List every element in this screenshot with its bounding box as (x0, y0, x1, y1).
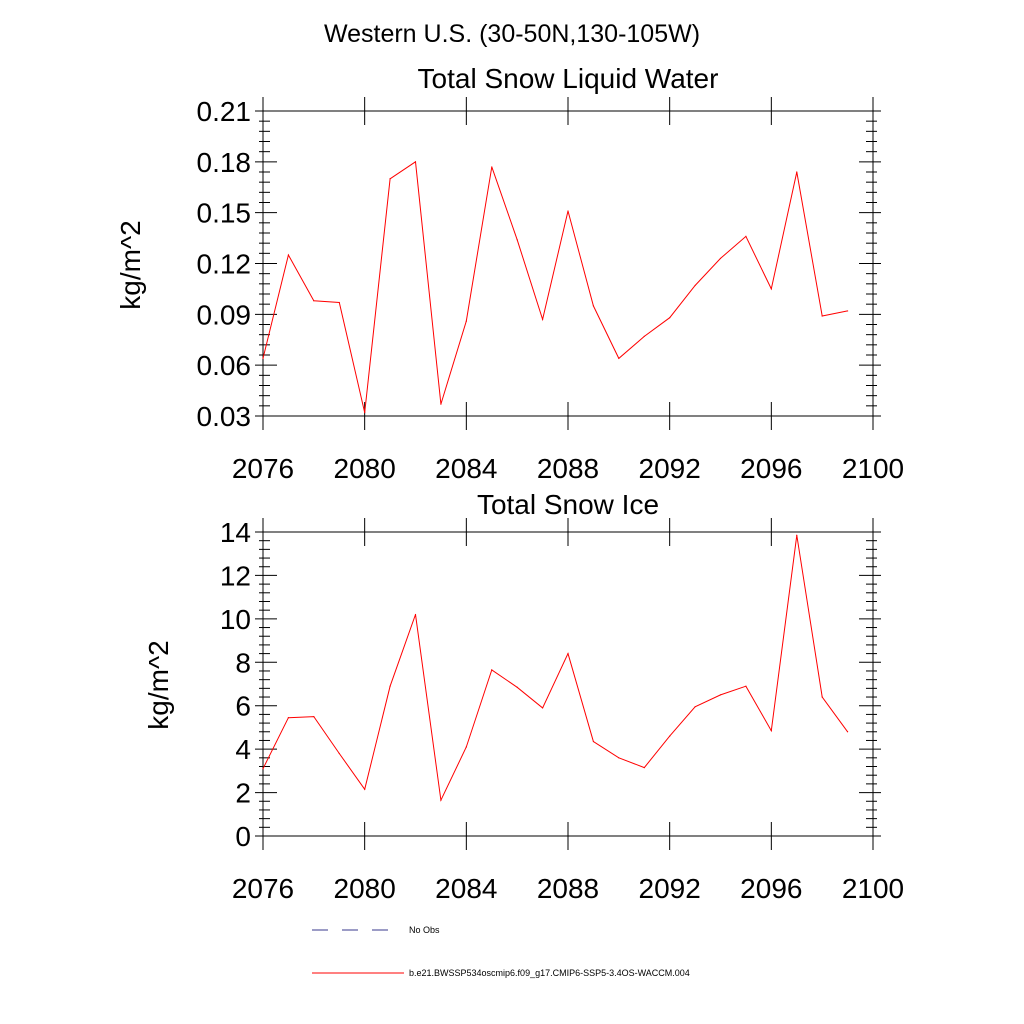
data-point (821, 315, 823, 317)
data-point (567, 653, 569, 655)
chart-title: Total Snow Ice (477, 489, 659, 520)
chart-title: Total Snow Liquid Water (418, 63, 719, 94)
data-point (287, 717, 290, 719)
y-tick-label: 12 (220, 560, 251, 591)
data-point (592, 740, 595, 743)
data-point (313, 300, 315, 302)
data-point (287, 254, 290, 256)
x-tick-label: 2096 (740, 873, 802, 904)
y-tick-label: 0.15 (197, 198, 252, 229)
data-point (796, 534, 798, 536)
y-tick-label: 2 (235, 778, 251, 809)
y-tick-label: 10 (220, 604, 251, 635)
data-point (669, 735, 671, 737)
data-point (389, 178, 391, 180)
chart-panel-snow-liquid-water: Total Snow Liquid Water kg/m^2 2076 2080 208… (115, 63, 904, 484)
data-point (669, 317, 671, 319)
data-point (567, 210, 569, 212)
x-tick-label: 2080 (334, 453, 396, 484)
data-point (491, 166, 493, 168)
y-tick-label: 14 (220, 517, 251, 548)
x-tick-label: 2088 (537, 873, 599, 904)
data-point (440, 799, 442, 801)
legend-model-label: b.e21.BWSSP534oscmip6.f09_g17.CMIP6-SSP5… (409, 968, 690, 978)
data-point (694, 706, 696, 708)
data-point (719, 694, 722, 696)
data-point (770, 730, 772, 732)
data-point (338, 301, 340, 304)
y-tick-label: 6 (235, 691, 251, 722)
data-point (338, 752, 340, 755)
data-point (643, 767, 645, 769)
series-line (262, 160, 848, 413)
data-point (694, 284, 696, 287)
legend-no-obs-label: No Obs (409, 925, 440, 935)
data-point (414, 161, 417, 163)
data-point (313, 715, 315, 718)
data-point (719, 257, 722, 260)
y-tick-label: 0.09 (197, 299, 252, 330)
y-tick-label: 8 (235, 647, 251, 678)
data-point (745, 235, 747, 237)
data-point (796, 171, 798, 173)
x-tick-label: 2076 (232, 453, 294, 484)
data-point (262, 357, 264, 359)
data-point (618, 357, 620, 359)
data-point (541, 318, 544, 321)
data-point (745, 685, 747, 687)
data-point (821, 696, 823, 698)
x-tick-label: 2100 (842, 873, 904, 904)
data-point (643, 335, 645, 337)
data-point (465, 320, 467, 322)
data-point (592, 305, 595, 307)
data-point (516, 239, 518, 241)
data-point (770, 288, 772, 290)
data-point (364, 788, 366, 790)
y-tick-label: 0.12 (197, 249, 252, 280)
y-tick-label: 0.21 (197, 96, 252, 127)
series-line (262, 535, 849, 802)
x-tick-label: 2080 (334, 873, 396, 904)
data-point (541, 707, 544, 709)
data-point (414, 613, 417, 616)
data-point (262, 768, 264, 770)
y-tick-label: 4 (235, 734, 251, 765)
legend: No Obs b.e21.BWSSP534oscmip6.f09_g17.CMI… (312, 925, 690, 978)
plot-frame (262, 531, 874, 837)
x-tick-label: 2100 (842, 453, 904, 484)
data-point (465, 746, 467, 748)
data-point (846, 731, 849, 733)
y-axis-label: kg/m^2 (115, 220, 146, 309)
y-axis-label: kg/m^2 (143, 640, 174, 729)
x-tick-label: 2088 (537, 453, 599, 484)
data-point (516, 686, 518, 688)
y-tick-label: 0.06 (197, 350, 252, 381)
data-point (389, 685, 391, 687)
data-point (846, 310, 849, 312)
y-tick-label: 0.18 (197, 147, 252, 178)
y-tick-label: 0 (235, 821, 251, 852)
x-tick-label: 2084 (435, 873, 497, 904)
y-tick-label: 0.03 (197, 401, 252, 432)
x-tick-label: 2092 (639, 453, 701, 484)
data-point (440, 403, 442, 405)
x-tick-label: 2092 (639, 873, 701, 904)
x-tick-label: 2096 (740, 453, 802, 484)
x-tick-label: 2084 (435, 453, 497, 484)
data-point (618, 757, 620, 759)
data-point (491, 669, 493, 671)
data-point (364, 412, 366, 414)
x-tick-label: 2076 (232, 873, 294, 904)
figure-suptitle: Western U.S. (30-50N,130-105W) (324, 20, 700, 48)
